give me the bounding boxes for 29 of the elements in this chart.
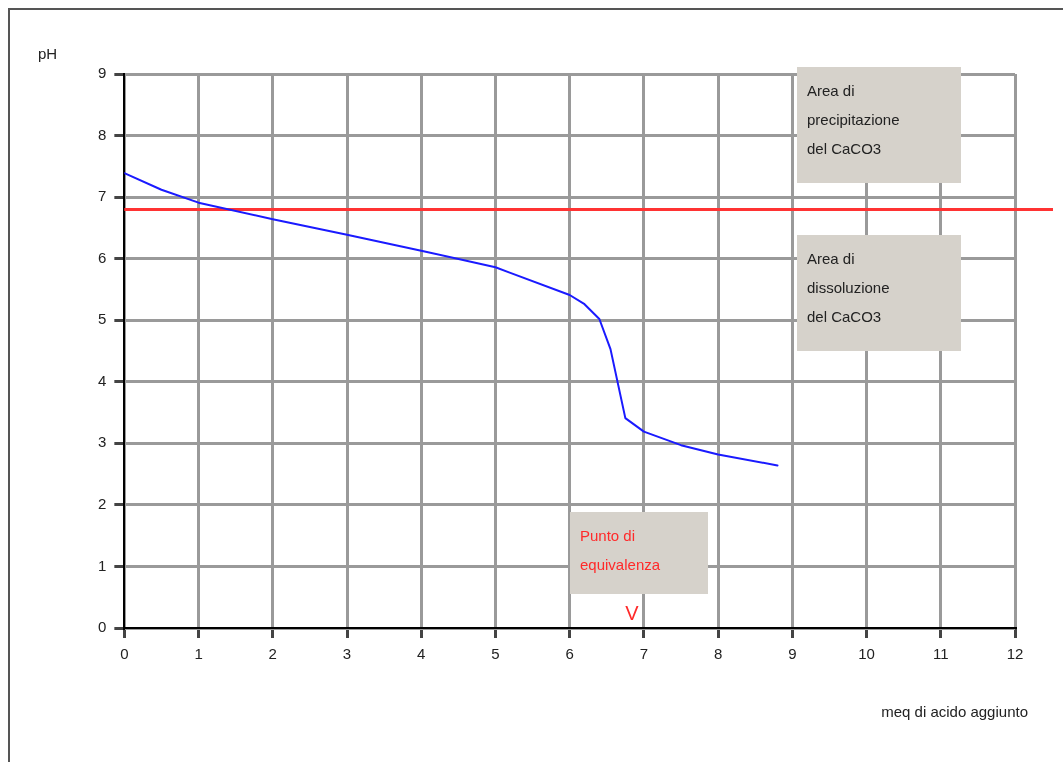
x-tick-label: 10 — [858, 645, 875, 663]
text-box: Area di precipitazione del CaCO3 — [797, 67, 961, 183]
x-tick-label: 4 — [417, 645, 426, 663]
x-tick-label: 5 — [491, 645, 500, 663]
y-tick-label: 0 — [98, 618, 107, 636]
text-box: Punto di equivalenza — [570, 512, 708, 594]
x-tick-label: 7 — [639, 645, 649, 663]
y-tick-label: 8 — [98, 125, 107, 143]
x-tick-label: 1 — [194, 645, 203, 663]
y-tick-label: 2 — [98, 495, 107, 513]
y-tick-label: 3 — [98, 433, 107, 451]
y-tick-label: 1 — [98, 556, 107, 574]
x-tick-label: 12 — [1006, 645, 1024, 663]
x-tick-label: 0 — [120, 645, 129, 663]
y-tick-label: 6 — [98, 248, 107, 266]
text-box: Area di dissoluzione del CaCO3 — [797, 235, 961, 351]
x-tick-label: 6 — [565, 645, 574, 663]
x-tick-label: 11 — [932, 645, 949, 663]
y-tick-label: 9 — [98, 64, 107, 82]
x-tick-label: 8 — [713, 645, 723, 663]
y-tick-label: 7 — [98, 187, 107, 205]
x-tick-label: 2 — [268, 645, 277, 663]
y-tick-label: 4 — [98, 371, 107, 389]
y-axis-title: pH — [38, 44, 58, 62]
x-tick-label: 9 — [788, 645, 797, 663]
x-tick-label: 3 — [342, 645, 352, 663]
x-axis-title: meq di acido aggiunto — [881, 703, 1028, 721]
y-tick-label: 5 — [98, 310, 107, 328]
annotation: V — [624, 601, 640, 626]
